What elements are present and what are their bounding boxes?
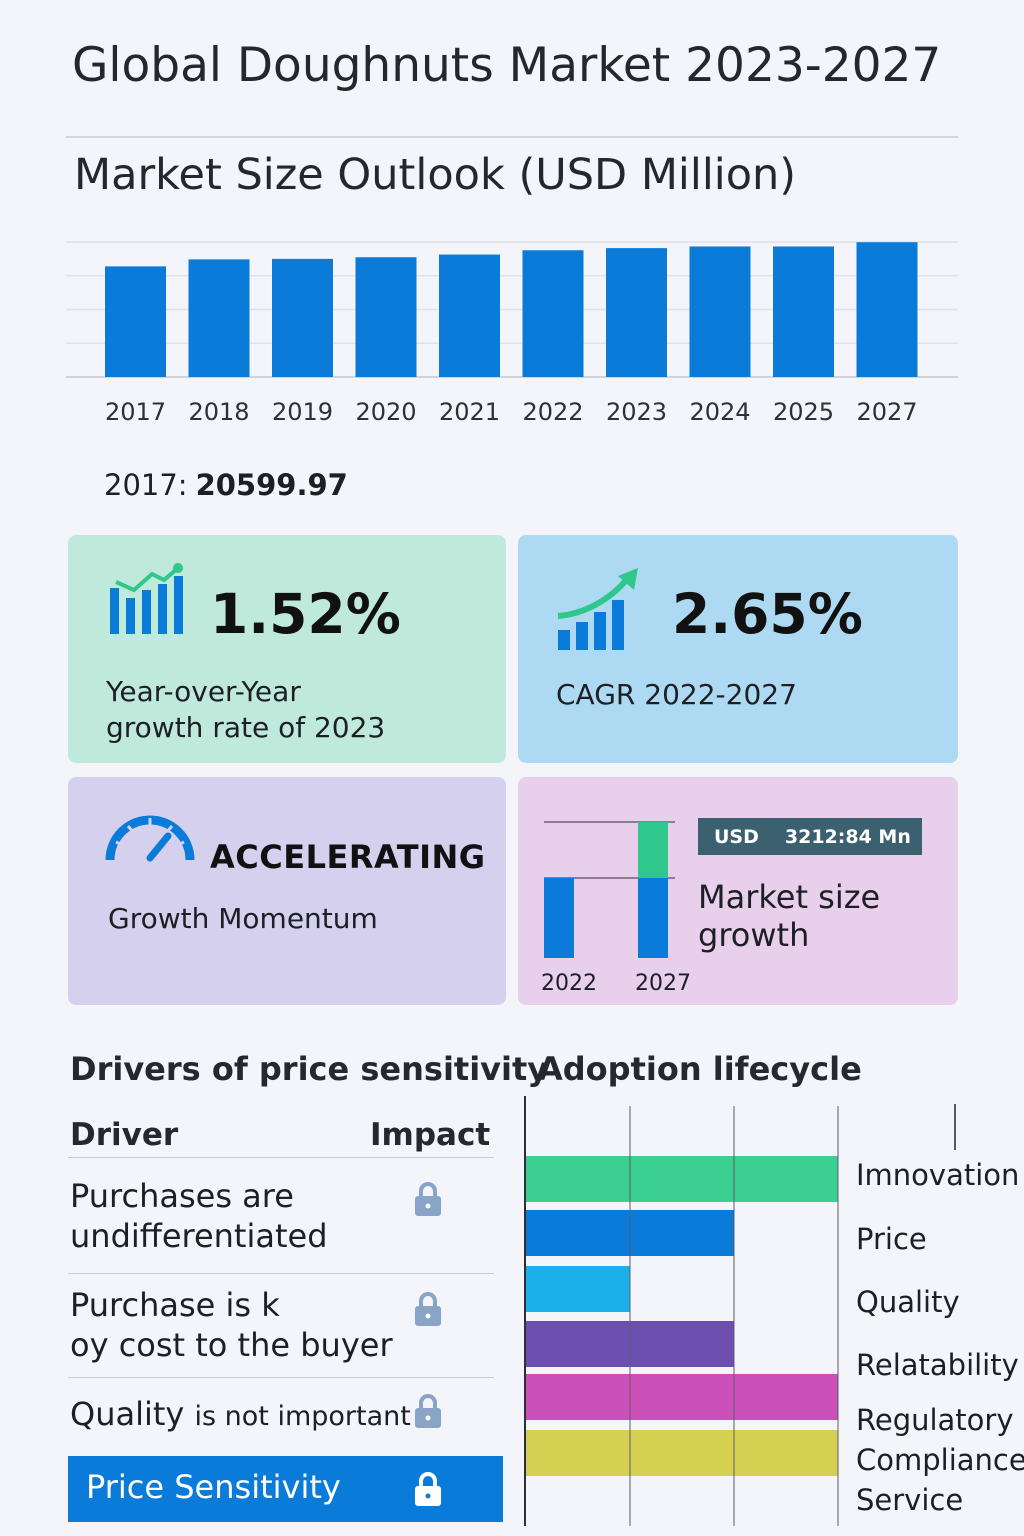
x-tick-label: 2024: [689, 398, 750, 426]
bar-2027: [856, 242, 918, 377]
adoption-label-quality: Quality: [856, 1285, 960, 1319]
speedometer-icon: [105, 815, 195, 862]
yoy-value: 1.52%: [210, 582, 401, 646]
growth-mini-chart: 2022 2027: [541, 821, 690, 996]
lock-icon: [415, 1292, 441, 1326]
adoption-label-regulatory: Regulatory: [856, 1403, 1014, 1437]
growth-bar-increment-2027: [638, 822, 668, 878]
highlight-year: 2017:: [104, 468, 188, 502]
adoption-label-relatability: Relatability: [856, 1348, 1019, 1382]
yoy-label-line1: Year-over-Year: [106, 675, 301, 708]
x-tick-label: 2021: [439, 398, 500, 426]
market-size-chart: 2017 2018 2019 2020 2021 2022 2023 2024 2025 2027: [66, 241, 958, 426]
bar-2021: [439, 254, 500, 377]
growth-bar-base-2022: [544, 878, 574, 958]
growth-year-label: 2022: [541, 971, 597, 996]
x-tick-label: 2025: [773, 398, 834, 426]
chart-title: Market Size Outlook (USD Million): [74, 150, 797, 200]
adoption-bar-5: [526, 1374, 838, 1420]
highlight-number: 20599.97: [195, 468, 348, 502]
driver-row-3-main: Quality: [70, 1395, 185, 1433]
x-tick-label: 2023: [606, 398, 667, 426]
adoption-bar-6: [526, 1430, 838, 1476]
bar-2023: [606, 248, 667, 377]
driver-column-header: Driver: [70, 1117, 179, 1153]
divider: [66, 136, 958, 138]
x-tick-label: 2022: [522, 398, 583, 426]
bar-2024: [689, 246, 751, 377]
growth-label-line2: growth: [698, 916, 810, 954]
bar-2022: [522, 250, 584, 377]
momentum-card: [68, 777, 506, 1005]
bar-2025: [773, 246, 834, 377]
page-title: Global Doughnuts Market 2023-2027: [72, 38, 942, 93]
bar-2019: [272, 258, 333, 377]
growth-year-label: 2027: [635, 971, 690, 996]
x-tick-label: 2017: [105, 398, 166, 426]
driver-row-1-line1: Purchases are: [70, 1177, 294, 1215]
cagr-card: [518, 535, 958, 763]
usd-badge: USD 3212:84 Mn: [698, 818, 922, 855]
driver-row-2-line2: oy cost to the buyer: [70, 1326, 393, 1364]
adoption-label-service: Service: [856, 1483, 964, 1517]
usd-currency: USD: [714, 825, 759, 848]
lock-icon: [415, 1394, 441, 1428]
lock-icon: [415, 1472, 441, 1506]
x-tick-label: 2018: [188, 398, 249, 426]
growth-label-line1: Market size: [698, 878, 881, 916]
adoption-heading: Adoption lifecycle: [538, 1050, 862, 1088]
impact-column-header: Impact: [370, 1117, 491, 1153]
driver-row-3-rest: is not important: [194, 1401, 411, 1432]
adoption-bar-3: [526, 1266, 630, 1312]
adoption-bar-1: [526, 1156, 838, 1202]
axis-tick: [954, 1104, 956, 1150]
x-tick-label: 2027: [856, 398, 917, 426]
cagr-label: CAGR 2022-2027: [556, 678, 797, 711]
driver-row-3: Quality is not important: [70, 1394, 411, 1437]
momentum-label: Growth Momentum: [108, 902, 378, 935]
driver-row-2-line1: Purchase is k: [70, 1286, 280, 1324]
table-divider: [68, 1273, 494, 1274]
x-tick-label: 2020: [355, 398, 416, 426]
yoy-label-line2: growth rate of 2023: [106, 711, 386, 744]
yoy-card: [68, 535, 506, 763]
bar-2017: [105, 266, 166, 377]
adoption-chart: [524, 1096, 839, 1526]
momentum-value: ACCELERATING: [210, 838, 486, 876]
price-sensitivity-label: Price Sensitivity: [86, 1468, 341, 1506]
table-divider: [68, 1377, 494, 1378]
adoption-label-compliance: Compliance: [856, 1443, 1024, 1477]
bar-growth-icon: [110, 563, 183, 634]
bar-2020: [355, 257, 417, 377]
usd-amount: 3212:84 Mn: [784, 825, 911, 848]
adoption-label-innovation: Imnovation: [856, 1158, 1020, 1192]
trend-up-icon: [557, 568, 638, 650]
highlight-value: 2017: 20599.97: [104, 468, 348, 502]
growth-card: [518, 777, 958, 1005]
table-divider: [68, 1157, 494, 1158]
bar-2018: [188, 259, 250, 377]
growth-bar-base-2027: [638, 878, 668, 958]
drivers-heading: Drivers of price sensitivity: [70, 1050, 549, 1088]
driver-row-1-line2: undifferentiated: [70, 1217, 328, 1255]
cagr-value: 2.65%: [672, 582, 863, 646]
x-tick-label: 2019: [272, 398, 333, 426]
lock-icon: [415, 1182, 441, 1216]
adoption-label-price: Price: [856, 1222, 927, 1256]
